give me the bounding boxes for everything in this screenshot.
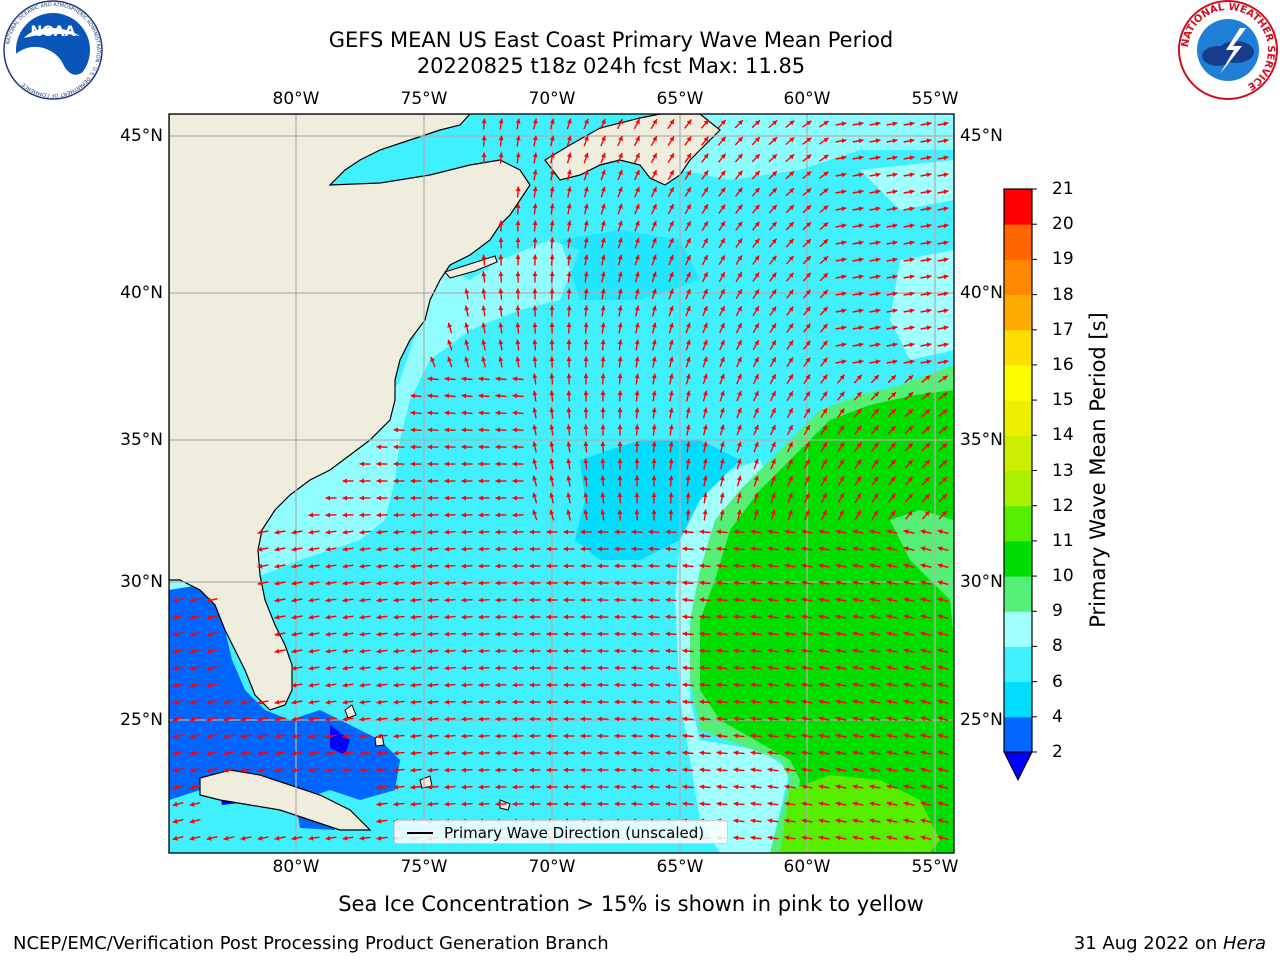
lat-label-right: 45°N — [960, 126, 1003, 146]
colorbar-tick-label: 9 — [1052, 601, 1063, 622]
colorbar-tick-label: 6 — [1052, 671, 1063, 692]
lat-label-right: 30°N — [960, 572, 1003, 592]
lon-label-top: 55°W — [911, 89, 959, 109]
lon-label-top: 80°W — [272, 89, 320, 109]
lat-label-right: 40°N — [960, 283, 1003, 303]
graticule — [169, 114, 954, 853]
sea-ice-note: Sea Ice Concentration > 15% is shown in … — [338, 892, 924, 916]
colorbar-tick-label: 18 — [1052, 284, 1074, 305]
colorbar-tick-label: 21 — [1052, 179, 1074, 199]
noaa-logo: NATIONAL OCEANIC AND ATMOSPHERIC ADMINIS… — [3, 0, 103, 100]
land-north-america — [169, 114, 531, 711]
lon-label-top: 75°W — [400, 89, 448, 109]
map-subtitle: 20220825 t18z 024h fcst Max: 11.85 — [416, 54, 806, 78]
colorbar-tick-label: 12 — [1052, 495, 1074, 516]
lat-label-left: 30°N — [120, 572, 163, 592]
lat-label-left: 45°N — [120, 126, 163, 146]
colorbar-tick-label: 4 — [1052, 706, 1063, 727]
svg-text:NOAA: NOAA — [31, 24, 76, 40]
nws-logo: NATIONAL WEATHER SERVICE — [1178, 0, 1278, 100]
colorbar-title: Primary Wave Mean Period [s] — [1086, 312, 1110, 628]
colorbar-tick-label: 20 — [1052, 214, 1074, 235]
lat-label-left: 35°N — [120, 430, 163, 450]
lat-label-left: 25°N — [120, 710, 163, 730]
colorbar-tick-label: 13 — [1052, 460, 1074, 481]
lon-label-bottom: 60°W — [783, 857, 831, 877]
map-title: GEFS MEAN US East Coast Primary Wave Mea… — [328, 28, 894, 52]
map-frame — [168, 113, 955, 854]
colorbar-tick-label: 16 — [1052, 354, 1074, 375]
colorbar-tick-label: 11 — [1052, 530, 1074, 551]
footer-date-text: 31 Aug 2022 on — [1073, 933, 1223, 954]
footer-host: Hera — [1222, 933, 1266, 954]
legend-label: Primary Wave Direction (unscaled) — [444, 824, 705, 842]
colorbar-tick-label: 10 — [1052, 566, 1074, 587]
colorbar-tick-label: 8 — [1052, 636, 1063, 657]
lon-label-top: 65°W — [656, 89, 704, 109]
lon-label-bottom: 70°W — [528, 857, 576, 877]
colorbar-tick-label: 17 — [1052, 319, 1074, 340]
legend-line-sample — [407, 832, 433, 834]
colorbar-tick-label: 2 — [1052, 742, 1063, 762]
colorbar-tick-label: 19 — [1052, 249, 1074, 270]
footer-credit: NCEP/EMC/Verification Post Processing Pr… — [13, 933, 609, 954]
lon-label-bottom: 75°W — [400, 857, 448, 877]
footer-date: 31 Aug 2022 on Hera — [1074, 933, 1266, 955]
lon-label-top: 70°W — [528, 89, 576, 109]
lon-label-bottom: 65°W — [656, 857, 704, 877]
colorbar-tick-label: 15 — [1052, 390, 1074, 411]
colorbar-tick-label: 14 — [1052, 425, 1074, 446]
lat-label-left: 40°N — [120, 283, 163, 303]
lon-label-top: 60°W — [783, 89, 831, 109]
lat-label-right: 35°N — [960, 430, 1003, 450]
lon-label-bottom: 80°W — [272, 857, 320, 877]
lon-label-bottom: 55°W — [911, 857, 959, 877]
map-legend: Primary Wave Direction (unscaled) — [394, 820, 728, 844]
lat-label-right: 25°N — [960, 710, 1003, 730]
